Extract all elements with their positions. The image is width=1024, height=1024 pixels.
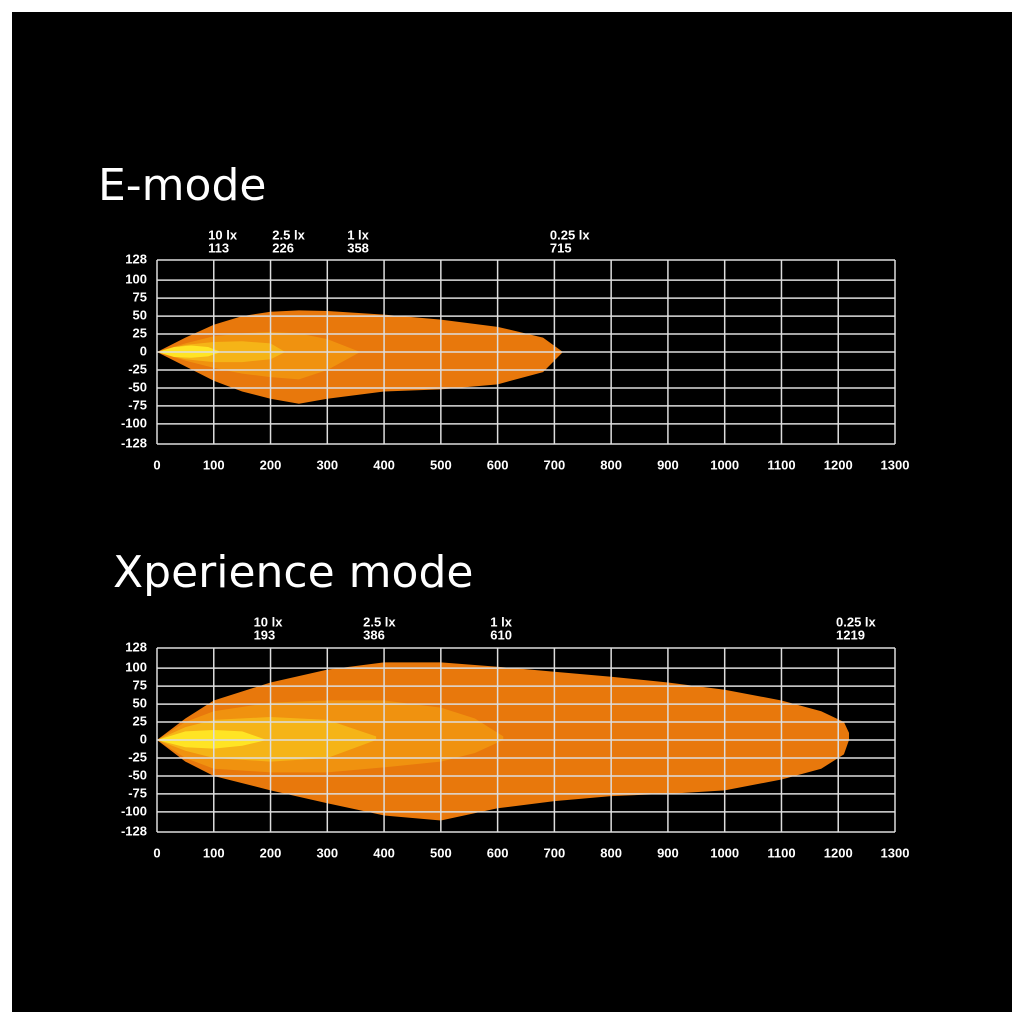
chart-title: E-mode: [98, 160, 266, 211]
y-tick-label: -25: [128, 361, 147, 376]
y-tick-label: 100: [125, 660, 147, 675]
y-tick-label: -50: [128, 767, 147, 782]
x-tick-label: 500: [430, 457, 452, 472]
y-tick-label: 0: [140, 343, 147, 358]
x-tick-label: 900: [657, 457, 679, 472]
y-tick-label: 75: [133, 678, 147, 693]
y-tick-label: -100: [121, 803, 147, 818]
contour-label: 0.25 lx: [550, 227, 591, 242]
background: [12, 12, 1012, 1012]
y-tick-label: 50: [133, 308, 147, 323]
contour-label: 1 lx: [490, 614, 512, 629]
x-tick-label: 900: [657, 845, 679, 860]
y-tick-label: -75: [128, 397, 147, 412]
y-tick-label: 25: [133, 325, 147, 340]
x-tick-label: 1200: [824, 457, 853, 472]
x-tick-label: 700: [544, 457, 566, 472]
y-tick-label: -50: [128, 379, 147, 394]
y-tick-label: 100: [125, 272, 147, 287]
contour-label: 2.5 lx: [363, 614, 396, 629]
x-tick-label: 0: [153, 845, 160, 860]
contour-reach: 386: [363, 627, 385, 642]
x-tick-label: 1100: [767, 457, 795, 472]
x-tick-label: 1200: [824, 845, 853, 860]
contour-reach: 1219: [836, 627, 865, 642]
x-tick-label: 700: [544, 845, 566, 860]
contour-reach: 610: [490, 627, 512, 642]
contour-reach: 358: [347, 240, 369, 255]
y-tick-label: 75: [133, 290, 147, 305]
y-tick-label: -128: [121, 435, 147, 450]
x-tick-label: 200: [260, 457, 282, 472]
x-tick-label: 100: [203, 845, 225, 860]
x-tick-label: 800: [600, 845, 622, 860]
x-tick-label: 600: [487, 457, 509, 472]
contour-label: 2.5 lx: [272, 227, 305, 242]
x-tick-label: 1100: [767, 845, 795, 860]
y-tick-label: 25: [133, 713, 147, 728]
x-tick-label: 100: [203, 457, 225, 472]
y-tick-label: 0: [140, 731, 147, 746]
contour-label: 10 lx: [208, 227, 238, 242]
x-tick-label: 1300: [881, 457, 910, 472]
contour-reach: 226: [272, 240, 294, 255]
x-tick-label: 500: [430, 845, 452, 860]
x-tick-label: 1000: [710, 845, 739, 860]
contour-reach: 715: [550, 240, 572, 255]
y-tick-label: -25: [128, 749, 147, 764]
x-tick-label: 600: [487, 845, 509, 860]
x-tick-label: 300: [316, 845, 338, 860]
y-tick-label: -128: [121, 823, 147, 838]
x-tick-label: 200: [260, 845, 282, 860]
y-tick-label: -100: [121, 415, 147, 430]
x-tick-label: 1300: [881, 845, 910, 860]
x-tick-label: 800: [600, 457, 622, 472]
y-tick-label: 128: [125, 251, 147, 266]
chart-title: Xperience mode: [113, 547, 473, 598]
contour-reach: 113: [208, 240, 229, 255]
contour-label: 0.25 lx: [836, 614, 877, 629]
y-tick-label: 50: [133, 696, 147, 711]
x-tick-label: 300: [316, 457, 338, 472]
contour-label: 10 lx: [254, 614, 284, 629]
x-tick-label: 1000: [710, 457, 739, 472]
contour-reach: 193: [254, 627, 276, 642]
y-tick-label: -75: [128, 785, 147, 800]
contour-label: 1 lx: [347, 227, 369, 242]
y-tick-label: 128: [125, 639, 147, 654]
x-tick-label: 400: [373, 457, 395, 472]
x-tick-label: 0: [153, 457, 160, 472]
x-tick-label: 400: [373, 845, 395, 860]
